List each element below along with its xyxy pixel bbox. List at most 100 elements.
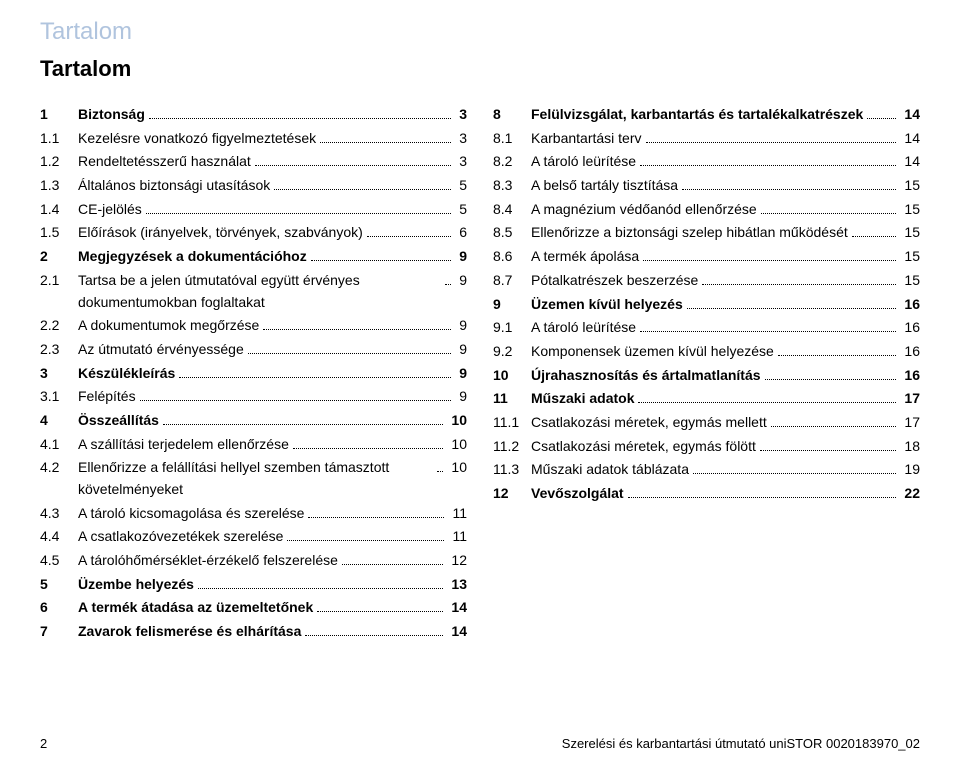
toc-number: 4 bbox=[40, 410, 78, 432]
toc-row: 2.3Az útmutató érvényessége 9 bbox=[40, 339, 467, 361]
toc-row: 2.2A dokumentumok megőrzése9 bbox=[40, 315, 467, 337]
toc-leader-dots bbox=[437, 471, 443, 472]
toc-leader-dots bbox=[311, 260, 451, 261]
toc-title: A belső tartály tisztítása bbox=[531, 175, 682, 197]
toc-title: Az útmutató érvényessége bbox=[78, 339, 248, 361]
toc-leader-dots bbox=[646, 142, 897, 143]
toc-page: 3 bbox=[455, 151, 467, 173]
toc-number: 11.1 bbox=[493, 412, 531, 434]
toc-page: 17 bbox=[900, 388, 920, 410]
toc-leader-dots bbox=[149, 118, 451, 119]
footer-page-number: 2 bbox=[40, 736, 47, 751]
toc-number: 9.1 bbox=[493, 317, 531, 339]
toc-title: Komponensek üzemen kívül helyezése bbox=[531, 341, 778, 363]
running-head: Tartalom bbox=[40, 18, 920, 46]
toc-title: Rendeltetésszerű használat bbox=[78, 151, 255, 173]
toc-number: 11 bbox=[493, 388, 531, 410]
toc-title: Ellenőrizze a biztonsági szelep hibátlan… bbox=[531, 222, 852, 244]
toc-number: 12 bbox=[493, 483, 531, 505]
toc-leader-dots bbox=[305, 635, 443, 636]
page: Tartalom Tartalom 1Biztonság31.1Kezelésr… bbox=[0, 0, 960, 765]
toc-page: 9 bbox=[455, 315, 467, 337]
toc-leader-dots bbox=[771, 426, 897, 427]
toc-number: 4.3 bbox=[40, 503, 78, 525]
toc-row: 8.6A termék ápolása15 bbox=[493, 246, 920, 268]
toc-number: 1 bbox=[40, 104, 78, 126]
toc-leader-dots bbox=[287, 540, 444, 541]
toc-page: 22 bbox=[900, 483, 920, 505]
toc-row: 8.2A tároló leürítése14 bbox=[493, 151, 920, 173]
toc-title: A tároló leürítése bbox=[531, 151, 640, 173]
toc-page: 15 bbox=[900, 246, 920, 268]
toc-page: 14 bbox=[900, 104, 920, 126]
toc-row: 5Üzembe helyezés13 bbox=[40, 574, 467, 596]
toc-number: 11.3 bbox=[493, 459, 531, 481]
toc-page: 16 bbox=[900, 341, 920, 363]
toc-number: 5 bbox=[40, 574, 78, 596]
toc-page: 9 bbox=[455, 246, 467, 268]
toc-number: 1.3 bbox=[40, 175, 78, 197]
toc-leader-dots bbox=[293, 448, 444, 449]
toc-title: Karbantartási terv bbox=[531, 128, 646, 150]
toc-number: 1.2 bbox=[40, 151, 78, 173]
toc-row: 1.1Kezelésre vonatkozó figyelmeztetések3 bbox=[40, 128, 467, 150]
toc-page: 17 bbox=[900, 412, 920, 434]
toc-row: 9.1A tároló leürítése16 bbox=[493, 317, 920, 339]
toc-leader-dots bbox=[638, 402, 896, 403]
toc-row: 7Zavarok felismerése és elhárítása 14 bbox=[40, 621, 467, 643]
toc-leader-dots bbox=[248, 353, 451, 354]
toc-leader-dots bbox=[640, 165, 896, 166]
toc-number: 4.5 bbox=[40, 550, 78, 572]
toc-number: 8.3 bbox=[493, 175, 531, 197]
toc-leader-dots bbox=[867, 118, 896, 119]
toc-row: 11.3Műszaki adatok táblázata19 bbox=[493, 459, 920, 481]
toc-title: Vevőszolgálat bbox=[531, 483, 628, 505]
toc-leader-dots bbox=[760, 450, 897, 451]
toc-row: 8.7Pótalkatrészek beszerzése15 bbox=[493, 270, 920, 292]
toc-row: 3Készülékleírás9 bbox=[40, 363, 467, 385]
toc-page: 19 bbox=[900, 459, 920, 481]
toc-number: 8.7 bbox=[493, 270, 531, 292]
toc-number: 6 bbox=[40, 597, 78, 619]
toc-row: 1Biztonság3 bbox=[40, 104, 467, 126]
toc-title: Általános biztonsági utasítások bbox=[78, 175, 274, 197]
toc-row: 9.2Komponensek üzemen kívül helyezése16 bbox=[493, 341, 920, 363]
toc-row: 4Összeállítás10 bbox=[40, 410, 467, 432]
toc-leader-dots bbox=[140, 400, 452, 401]
toc-title: Előírások (irányelvek, törvények, szabvá… bbox=[78, 222, 367, 244]
toc-row: 4.3A tároló kicsomagolása és szerelése11 bbox=[40, 503, 467, 525]
toc-leader-dots bbox=[765, 379, 897, 380]
toc-title: Tartsa be a jelen útmutatóval együtt érv… bbox=[78, 270, 445, 313]
toc-row: 11.1Csatlakozási méretek, egymás mellett… bbox=[493, 412, 920, 434]
toc-number: 11.2 bbox=[493, 436, 531, 458]
toc-number: 8.1 bbox=[493, 128, 531, 150]
toc-page: 9 bbox=[455, 339, 467, 361]
toc-row: 12Vevőszolgálat 22 bbox=[493, 483, 920, 505]
toc-page: 11 bbox=[448, 526, 467, 548]
toc-number: 2.3 bbox=[40, 339, 78, 361]
toc-number: 3 bbox=[40, 363, 78, 385]
toc-page: 16 bbox=[900, 365, 920, 387]
toc-row: 4.2Ellenőrizze a felállítási hellyel sze… bbox=[40, 457, 467, 500]
toc-number: 7 bbox=[40, 621, 78, 643]
toc-page: 6 bbox=[455, 222, 467, 244]
toc-row: 3.1Felépítés9 bbox=[40, 386, 467, 408]
toc-number: 8 bbox=[493, 104, 531, 126]
toc-title: Kezelésre vonatkozó figyelmeztetések bbox=[78, 128, 320, 150]
toc-leader-dots bbox=[702, 284, 896, 285]
page-title: Tartalom bbox=[40, 56, 920, 82]
toc-title: Zavarok felismerése és elhárítása bbox=[78, 621, 305, 643]
toc-leader-dots bbox=[445, 284, 451, 285]
toc-leader-dots bbox=[179, 377, 451, 378]
toc-page: 5 bbox=[455, 199, 467, 221]
toc-number: 8.6 bbox=[493, 246, 531, 268]
toc-leader-dots bbox=[198, 588, 443, 589]
toc-leader-dots bbox=[317, 611, 443, 612]
toc-row: 8.5Ellenőrizze a biztonsági szelep hibát… bbox=[493, 222, 920, 244]
toc-title: Készülékleírás bbox=[78, 363, 179, 385]
footer-doc-title: Szerelési és karbantartási útmutató uniS… bbox=[562, 736, 920, 751]
toc-page: 14 bbox=[447, 621, 467, 643]
toc-title: Ellenőrizze a felállítási hellyel szembe… bbox=[78, 457, 437, 500]
toc-row: 1.2Rendeltetésszerű használat 3 bbox=[40, 151, 467, 173]
toc-column-right: 8Felülvizsgálat, karbantartás és tartalé… bbox=[493, 104, 920, 645]
